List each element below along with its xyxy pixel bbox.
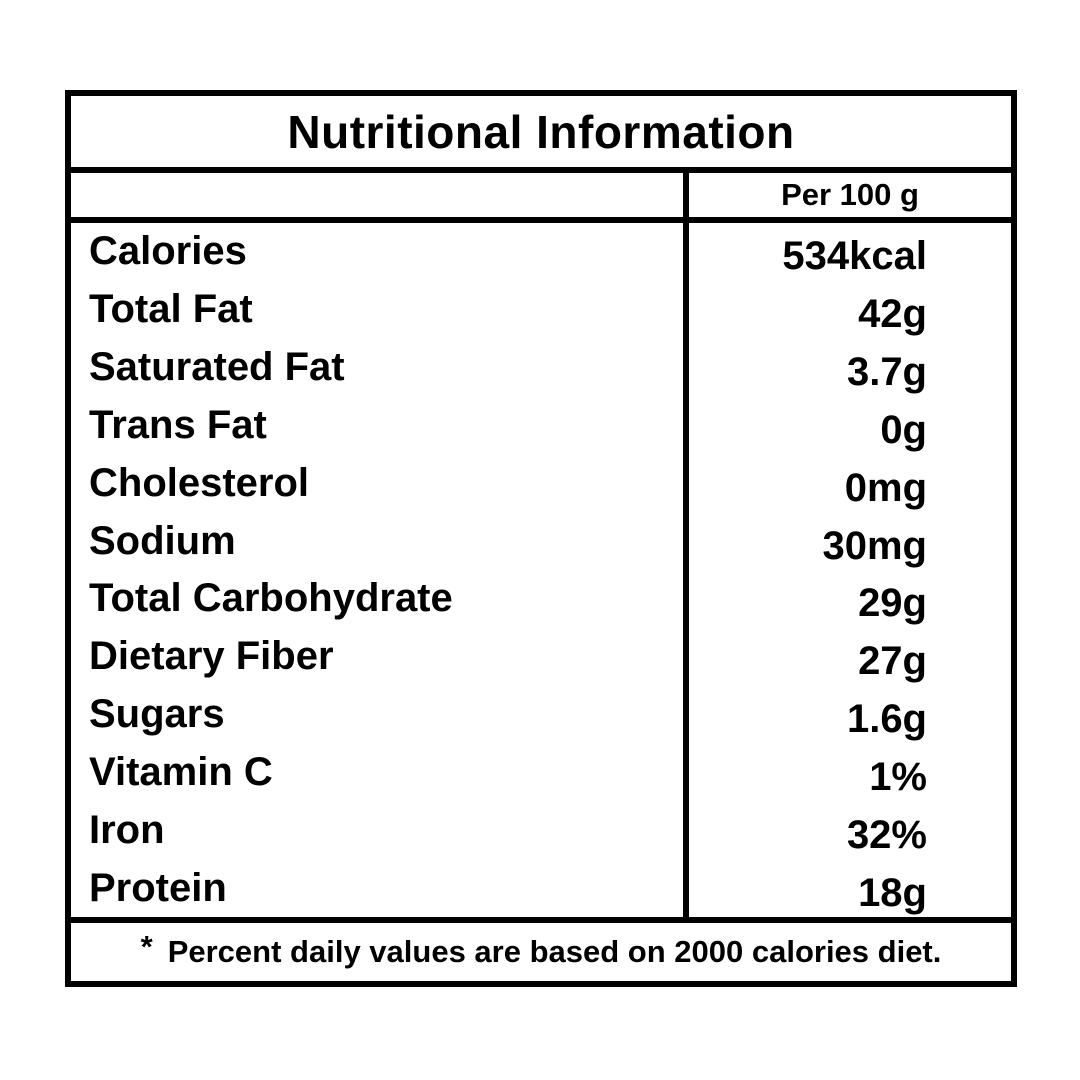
table-row: Dietary Fiber 27g — [71, 627, 1011, 686]
nutrient-value-cell: 42g — [683, 280, 1011, 339]
nutrient-label: Dietary Fiber — [89, 634, 334, 679]
nutrient-value: 27g — [858, 639, 927, 684]
header-empty-cell — [71, 173, 683, 217]
table-row: Calories 534kcal — [71, 223, 1011, 281]
nutrient-value: 42g — [858, 292, 927, 337]
nutrient-label: Sugars — [89, 692, 225, 737]
nutrient-value-cell: 1.6g — [683, 685, 1011, 744]
per-100g-header: Per 100 g — [683, 173, 1011, 217]
nutrient-value: 0g — [880, 407, 927, 452]
table-title-row: Nutritional Information — [71, 96, 1011, 173]
table-row: Saturated Fat 3.7g — [71, 338, 1011, 397]
nutrient-label: Saturated Fat — [89, 345, 345, 390]
nutrient-value: 0mg — [844, 465, 927, 510]
nutrition-table: Nutritional Information Per 100 g Calori… — [65, 90, 1017, 987]
table-row: Cholesterol 0mg — [71, 454, 1011, 513]
nutrient-value-cell: 0mg — [683, 454, 1011, 513]
nutrient-value-cell: 32% — [683, 801, 1011, 860]
nutrient-value: 29g — [858, 581, 927, 626]
table-header-row: Per 100 g — [71, 173, 1011, 223]
nutrient-value-cell: 1% — [683, 743, 1011, 802]
nutrient-label: Vitamin C — [89, 749, 273, 794]
nutrient-value-cell: 534kcal — [683, 223, 1011, 281]
nutrient-value: 1% — [869, 754, 927, 799]
footnote-text: Percent daily values are based on 2000 c… — [167, 934, 942, 969]
table-body: Calories 534kcal Total Fat 42g Saturated Fat… — [71, 223, 1011, 917]
table-row: Protein 18g — [71, 859, 1011, 917]
per-100g-header-label: Per 100 g — [781, 177, 919, 212]
nutrient-value-cell: 18g — [683, 859, 1011, 917]
table-title: Nutritional Information — [287, 105, 795, 158]
nutrient-label: Cholesterol — [89, 460, 310, 505]
table-row: Sodium 30mg — [71, 512, 1011, 570]
nutrient-value: 30mg — [822, 523, 928, 568]
nutrient-value: 18g — [858, 870, 927, 915]
nutrient-label: Protein — [89, 865, 227, 910]
nutrient-value-cell: 30mg — [683, 512, 1011, 570]
nutrient-value: 1.6g — [846, 697, 927, 742]
table-row: Iron 32% — [71, 801, 1011, 860]
table-row: Vitamin C 1% — [71, 743, 1011, 802]
nutrient-label: Total Carbohydrate — [89, 576, 453, 621]
table-row: Total Fat 42g — [71, 280, 1011, 339]
nutrient-label: Total Fat — [89, 287, 253, 332]
nutrient-value: 534kcal — [782, 234, 927, 279]
table-row: Trans Fat 0g — [71, 396, 1011, 455]
footnote-row: * Percent daily values are based on 2000… — [71, 917, 1011, 981]
nutrient-label: Sodium — [89, 518, 236, 563]
nutrient-value: 32% — [846, 812, 927, 857]
nutrient-label: Trans Fat — [89, 402, 267, 447]
nutrient-value-cell: 3.7g — [683, 338, 1011, 397]
nutrient-value-cell: 29g — [683, 569, 1011, 628]
table-row: Sugars 1.6g — [71, 685, 1011, 744]
footnote-asterisk: * — [140, 929, 153, 964]
nutrient-label: Iron — [89, 807, 165, 852]
nutrient-value: 3.7g — [846, 350, 927, 395]
nutrient-value-cell: 27g — [683, 627, 1011, 686]
table-row: Total Carbohydrate 29g — [71, 569, 1011, 628]
nutrient-label: Calories — [89, 229, 247, 274]
nutrient-value-cell: 0g — [683, 396, 1011, 455]
